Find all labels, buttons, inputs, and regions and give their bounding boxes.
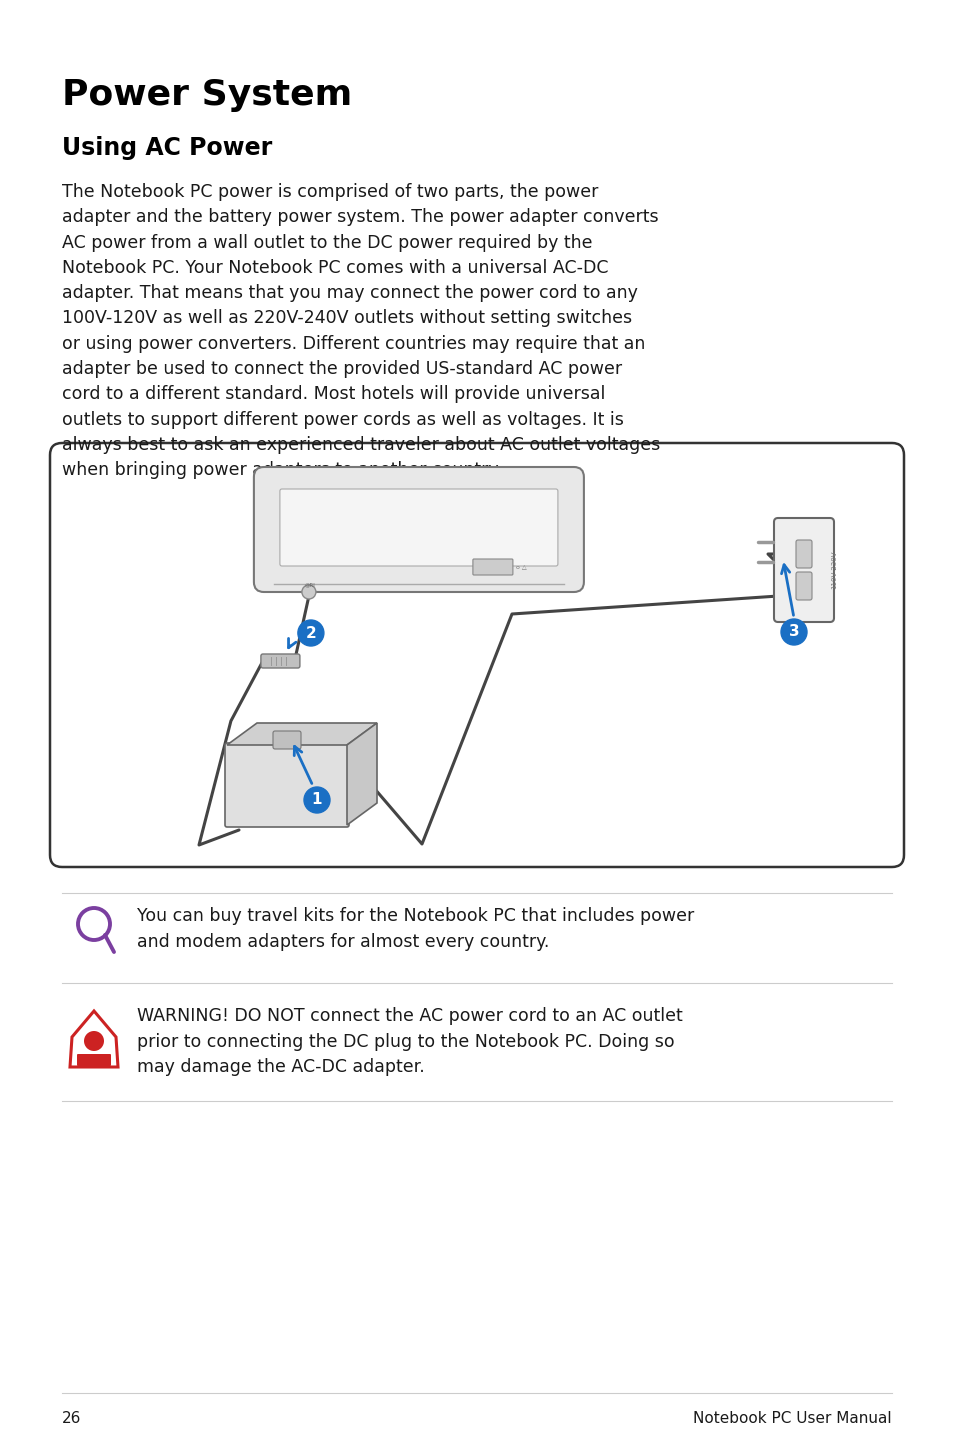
Text: @RI: @RI — [305, 582, 315, 587]
FancyBboxPatch shape — [273, 731, 301, 749]
Text: Notebook PC User Manual: Notebook PC User Manual — [693, 1411, 891, 1426]
Text: o △: o △ — [516, 565, 526, 569]
Text: You can buy travel kits for the Notebook PC that includes power
and modem adapte: You can buy travel kits for the Notebook… — [137, 907, 694, 951]
FancyBboxPatch shape — [795, 572, 811, 600]
Text: 2: 2 — [305, 626, 316, 640]
Circle shape — [781, 618, 806, 646]
FancyBboxPatch shape — [795, 541, 811, 568]
FancyBboxPatch shape — [279, 489, 558, 567]
Circle shape — [84, 1031, 104, 1051]
Circle shape — [78, 907, 110, 940]
FancyBboxPatch shape — [225, 743, 349, 827]
FancyBboxPatch shape — [50, 443, 903, 867]
FancyBboxPatch shape — [473, 559, 513, 575]
Text: 110V-230V: 110V-230V — [830, 551, 836, 590]
Text: 1: 1 — [312, 792, 322, 808]
FancyBboxPatch shape — [77, 1054, 111, 1066]
Text: 3: 3 — [788, 624, 799, 640]
Text: Using AC Power: Using AC Power — [62, 137, 272, 160]
Text: The Notebook PC power is comprised of two parts, the power
adapter and the batte: The Notebook PC power is comprised of tw… — [62, 183, 659, 479]
Polygon shape — [227, 723, 376, 745]
FancyBboxPatch shape — [773, 518, 833, 623]
Circle shape — [301, 585, 315, 600]
Circle shape — [297, 620, 324, 646]
Polygon shape — [347, 723, 376, 825]
Circle shape — [304, 787, 330, 812]
FancyBboxPatch shape — [253, 467, 583, 592]
Polygon shape — [70, 1011, 118, 1067]
Text: Power System: Power System — [62, 78, 352, 112]
Text: 26: 26 — [62, 1411, 81, 1426]
Text: WARNING! DO NOT connect the AC power cord to an AC outlet
prior to connecting th: WARNING! DO NOT connect the AC power cor… — [137, 1007, 682, 1077]
FancyBboxPatch shape — [260, 654, 299, 669]
